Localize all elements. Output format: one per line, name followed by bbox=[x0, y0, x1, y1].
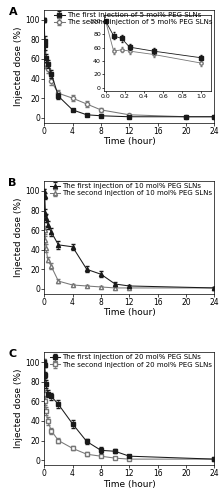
Legend: The first injection of 10 mol% PEG SLNs, The second injection of 10 mol% PEG SLN: The first injection of 10 mol% PEG SLNs,… bbox=[49, 182, 213, 197]
Legend: The first injection of 5 mol% PEG SLNs, The second injection of 5 mol% PEG SLNs: The first injection of 5 mol% PEG SLNs, … bbox=[53, 12, 213, 26]
Text: C: C bbox=[8, 349, 17, 359]
X-axis label: Time (hour): Time (hour) bbox=[103, 137, 156, 146]
X-axis label: Time (hour): Time (hour) bbox=[103, 308, 156, 318]
Text: A: A bbox=[8, 6, 17, 16]
Text: B: B bbox=[8, 178, 17, 188]
Legend: The first injection of 20 mol% PEG SLNs, The second injection of 20 mol% PEG SLN: The first injection of 20 mol% PEG SLNs,… bbox=[49, 354, 213, 368]
Y-axis label: Injected dose (%): Injected dose (%) bbox=[14, 26, 23, 106]
X-axis label: Time (hour): Time (hour) bbox=[103, 480, 156, 488]
Y-axis label: Injected dose (%): Injected dose (%) bbox=[14, 369, 23, 448]
Y-axis label: Injected dose (%): Injected dose (%) bbox=[14, 198, 23, 277]
